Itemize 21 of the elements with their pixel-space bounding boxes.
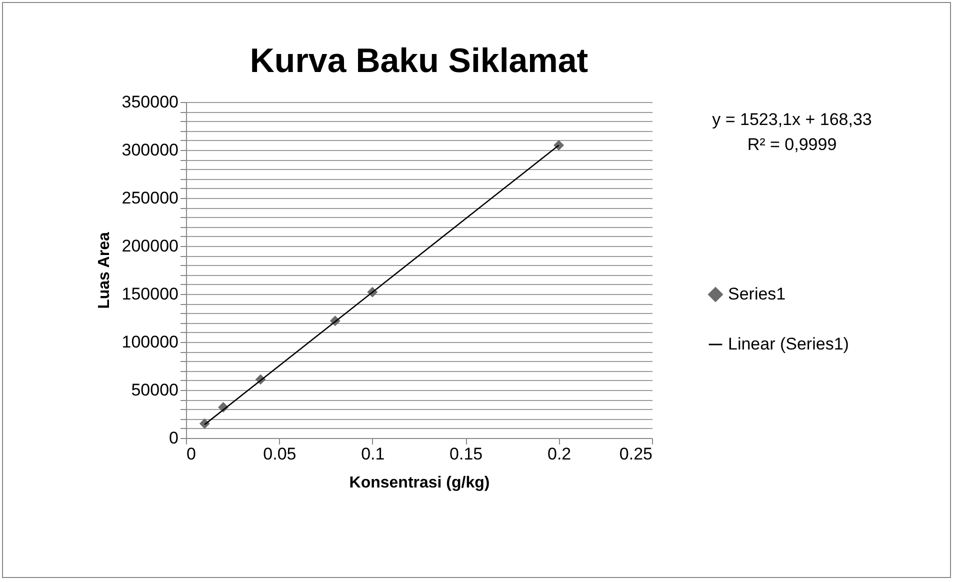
- y-tick-label: 350000: [122, 92, 178, 112]
- x-axis-title: Konsentrasi (g/kg): [349, 474, 490, 492]
- chart-title: Kurva Baku Siklamat: [250, 42, 588, 80]
- y-tick-label: 150000: [122, 284, 178, 304]
- y-tick-label: 200000: [122, 236, 178, 256]
- y-tick-label: 100000: [122, 332, 178, 352]
- y-tick-label: 300000: [122, 140, 178, 160]
- y-tick-label: 50000: [131, 380, 178, 400]
- x-tick-label: 0.05: [263, 444, 296, 464]
- y-tick-label: 250000: [122, 188, 178, 208]
- y-tick-label: 0: [169, 428, 178, 448]
- y-axis-title: Luas Area: [96, 232, 113, 309]
- x-tick-label: 0: [186, 444, 196, 464]
- x-tick-label: 0.15: [450, 444, 483, 464]
- legend-label: Series1: [728, 284, 786, 304]
- text: R² = 0,9999: [747, 135, 837, 154]
- legend-label: Linear (Series1): [728, 334, 849, 354]
- x-tick-label: 0.1: [361, 444, 385, 464]
- text: y = 1523,1x + 168,33: [712, 110, 872, 129]
- x-tick-label: 0.25: [619, 444, 652, 464]
- x-tick-label: 0.2: [547, 444, 572, 464]
